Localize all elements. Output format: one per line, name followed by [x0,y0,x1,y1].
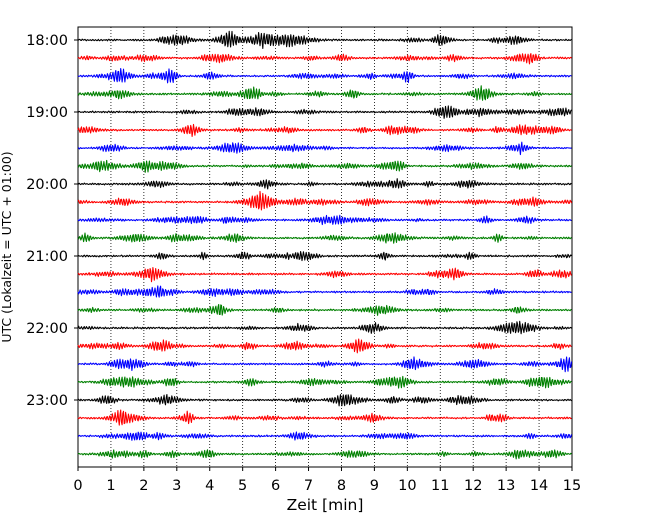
y-tick-label: 20:00 [26,177,68,193]
trace-line [77,159,572,173]
x-tick-label: 14 [530,478,548,494]
x-tick-label: 3 [172,478,181,494]
y-axis-label: UTC (Lokalzeit = UTC + 01:00) [0,151,14,342]
trace-line [77,251,572,262]
y-tick-label: 22:00 [26,321,68,337]
x-tick-label: 1 [106,478,115,494]
trace-line [77,105,572,119]
seismic-traces [77,30,573,460]
y-tick-label: 19:00 [26,105,68,121]
plot-frame [77,26,573,468]
trace-line [77,393,572,407]
x-tick-label: 7 [304,478,313,494]
x-tick-label: 11 [431,478,449,494]
trace-line [77,178,572,190]
x-tick-label: 4 [205,478,214,494]
x-axis-label: Zeit [min] [287,496,364,514]
trace-line [77,285,572,298]
y-axis-ticks: 18:00 19:00 20:00 21:00 22:00 23:00 [26,33,78,409]
x-tick-label: 9 [370,478,379,494]
trace-line [77,190,573,211]
y-tick-label: 23:00 [26,393,68,409]
trace-line [77,356,573,373]
y-tick-label: 21:00 [26,249,68,265]
trace-line [77,85,572,101]
y-tick-label: 18:00 [26,33,68,49]
trace-line [77,30,572,50]
x-tick-label: 15 [563,478,581,494]
x-tick-label: 10 [398,478,416,494]
trace-line [77,53,572,65]
trace-line [77,214,572,226]
x-tick-label: 6 [271,478,280,494]
x-tick-label: 0 [73,478,82,494]
grid-lines [110,27,540,467]
trace-line [77,409,572,426]
trace-line [77,68,572,84]
trace-line [77,449,572,460]
trace-line [77,431,573,441]
trace-line [77,375,572,389]
trace-line [77,304,572,316]
x-tick-label: 13 [497,478,515,494]
trace-line [77,141,572,156]
trace-line [77,266,572,283]
x-axis-ticks: 0 1 2 3 4 5 6 7 8 9 10 11 12 13 14 15 [73,467,581,494]
x-tick-label: 12 [464,478,482,494]
x-tick-label: 5 [238,478,247,494]
x-tick-label: 2 [139,478,148,494]
trace-line [77,338,572,354]
trace-line [77,232,572,244]
trace-line [77,123,572,137]
trace-line [77,320,572,335]
x-tick-label: 8 [337,478,346,494]
